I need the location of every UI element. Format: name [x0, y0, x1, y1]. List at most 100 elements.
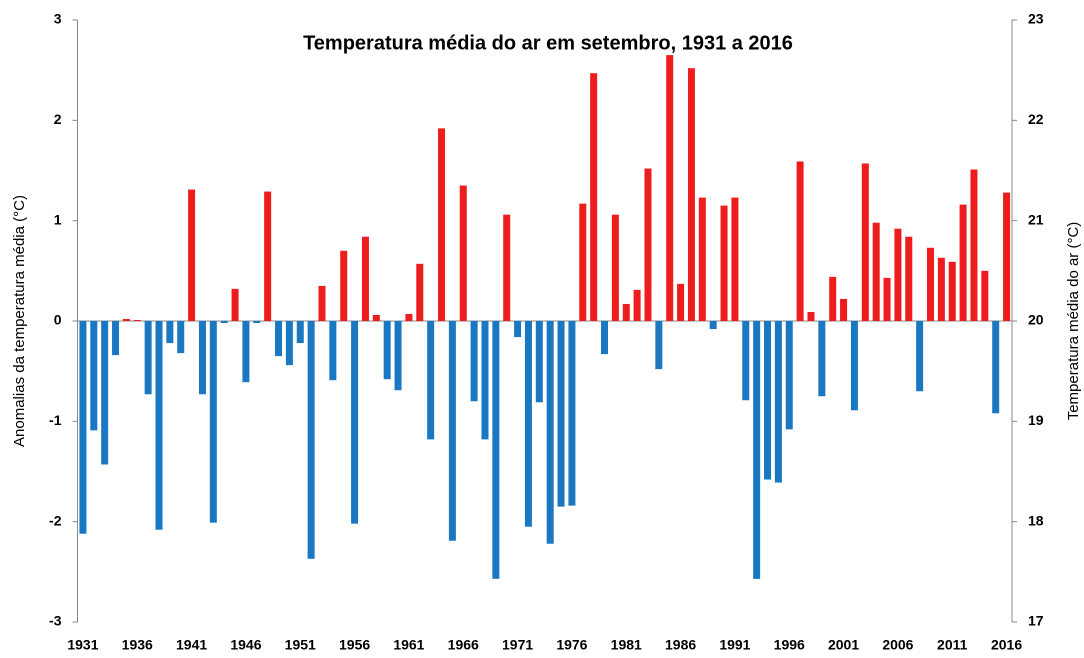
bar: [557, 321, 565, 507]
x-tick-label: 2006: [882, 637, 913, 653]
bar: [981, 270, 989, 321]
bar: [383, 321, 391, 380]
x-tick-label: 1986: [665, 637, 696, 653]
y-tick-label: 1: [54, 211, 62, 227]
bar: [524, 321, 532, 527]
bar: [579, 203, 587, 321]
bar: [698, 197, 706, 321]
bar: [459, 185, 467, 321]
bar: [361, 236, 369, 321]
x-tick-label: 1951: [285, 637, 316, 653]
bar: [785, 321, 793, 430]
bar: [253, 321, 261, 324]
bar: [166, 321, 174, 344]
bar: [122, 318, 130, 321]
x-tick-label: 1966: [448, 637, 479, 653]
bar: [329, 321, 337, 381]
bar: [503, 214, 511, 321]
bar: [568, 321, 576, 506]
bar: [285, 321, 293, 366]
bar: [90, 321, 98, 431]
bar: [970, 169, 978, 321]
bar: [590, 73, 598, 321]
bar: [394, 321, 402, 391]
bar: [666, 55, 674, 321]
x-tick-label: 1976: [556, 637, 587, 653]
y2-tick-label: 23: [1028, 11, 1044, 27]
bar: [546, 321, 554, 544]
bar: [188, 189, 196, 321]
bar: [133, 319, 141, 321]
bar: [861, 163, 869, 321]
x-tick-label: 1981: [611, 637, 642, 653]
bar: [622, 303, 630, 321]
bar: [992, 321, 1000, 414]
x-tick-label: 2016: [991, 637, 1022, 653]
bar: [405, 313, 413, 321]
y2-tick-label: 20: [1028, 312, 1044, 328]
bar: [655, 321, 663, 370]
y-tick-label: -2: [49, 512, 62, 528]
chart-title: Temperatura média do ar em setembro, 193…: [303, 32, 793, 54]
x-tick-label: 1971: [502, 637, 533, 653]
bar: [144, 321, 152, 395]
bar: [514, 321, 522, 338]
bar: [894, 228, 902, 321]
bar: [937, 257, 945, 321]
bar: [209, 321, 217, 523]
y2-tick-label: 19: [1028, 412, 1044, 428]
bar: [644, 168, 652, 321]
bar: [318, 285, 326, 321]
bar: [438, 128, 446, 321]
bar: [296, 321, 304, 344]
bar: [709, 321, 717, 330]
x-tick-label: 2001: [828, 637, 859, 653]
bar: [220, 321, 228, 324]
bar: [275, 321, 283, 357]
bar: [611, 214, 619, 321]
x-tick-label: 1941: [176, 637, 207, 653]
bar: [340, 250, 348, 321]
y2-tick-label: 21: [1028, 211, 1044, 227]
bar: [264, 191, 272, 321]
bar: [535, 321, 543, 403]
y-tick-label: 2: [54, 111, 62, 127]
bar: [307, 321, 315, 559]
x-tick-label: 1991: [719, 637, 750, 653]
x-tick-label: 1936: [122, 637, 153, 653]
bar: [883, 277, 891, 321]
bar: [959, 204, 967, 321]
bar: [416, 263, 424, 321]
bar: [872, 222, 880, 321]
y2-axis-title: Temperatura média do ar (°C): [1065, 222, 1082, 421]
bar: [242, 321, 250, 383]
y-tick-label: -1: [49, 412, 62, 428]
bar: [677, 283, 685, 321]
x-tick-label: 2011: [937, 637, 968, 653]
bar: [101, 321, 109, 465]
bar: [927, 247, 935, 321]
bar: [916, 321, 924, 392]
bar: [774, 321, 782, 483]
bar: [753, 321, 761, 579]
bar: [764, 321, 772, 480]
bar: [351, 321, 359, 524]
bar: [796, 161, 804, 321]
bar: [601, 321, 609, 355]
x-tick-label: 1946: [230, 637, 261, 653]
bar: [177, 321, 185, 354]
x-tick-label: 1956: [339, 637, 370, 653]
bar: [481, 321, 489, 440]
x-tick-label: 1961: [393, 637, 424, 653]
bar: [1003, 192, 1011, 321]
y-tick-label: 0: [54, 312, 62, 328]
bar: [829, 276, 837, 321]
bar: [742, 321, 750, 401]
bar: [112, 321, 120, 356]
bar: [79, 321, 87, 534]
bar: [198, 321, 206, 395]
bar: [807, 311, 815, 321]
bar: [687, 68, 695, 321]
bar: [850, 321, 858, 411]
